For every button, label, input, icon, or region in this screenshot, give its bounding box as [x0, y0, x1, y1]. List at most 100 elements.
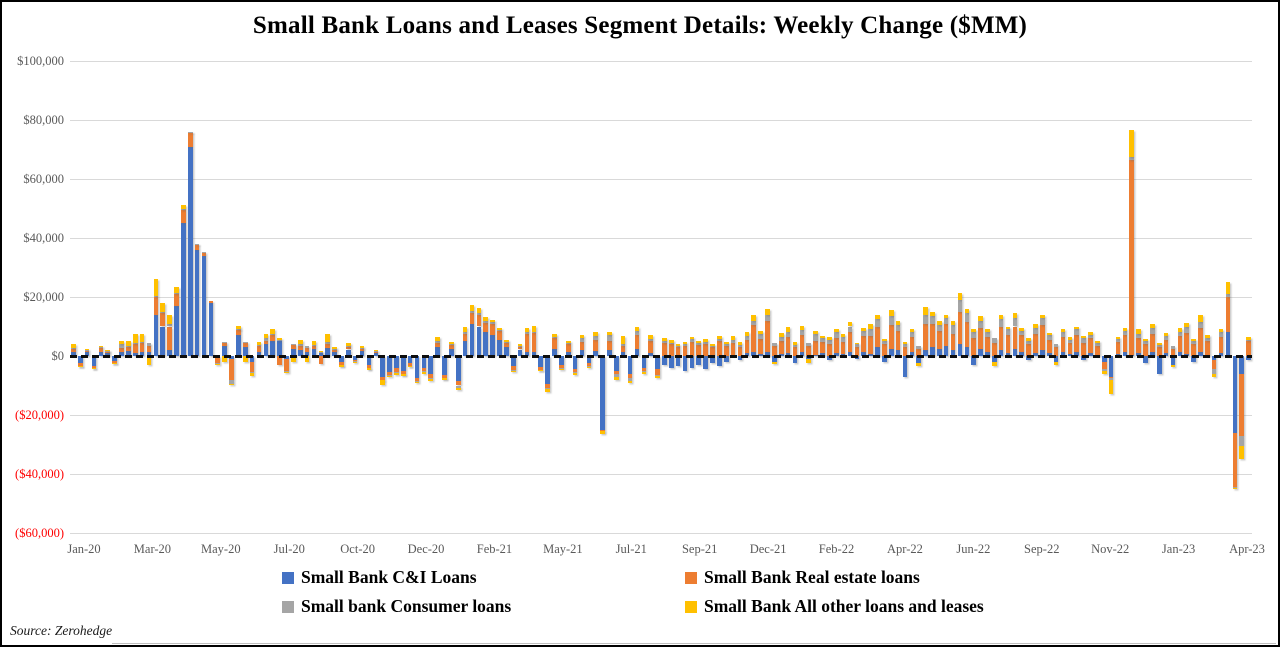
- bar-segment: [531, 325, 537, 332]
- bar-segment: [943, 323, 949, 346]
- bar-segment: [270, 335, 276, 342]
- bar-segment: [194, 249, 200, 356]
- bottom-rule: [112, 643, 1276, 644]
- gridline: [70, 532, 1252, 534]
- bar-segment: [181, 209, 186, 210]
- bar-segment: [229, 379, 234, 385]
- bar-segment: [1101, 369, 1107, 371]
- x-axis-tick-label: Dec-21: [749, 542, 787, 556]
- bar-segment: [400, 374, 406, 376]
- bar-segment: [772, 356, 777, 362]
- bar-segment: [1150, 333, 1155, 352]
- bar-column: [552, 61, 557, 533]
- bar-segment: [689, 339, 695, 342]
- bar-segment: [524, 333, 530, 352]
- bar-segment: [827, 356, 832, 361]
- bar-segment: [442, 377, 447, 379]
- bar-column: [717, 61, 722, 533]
- bar-column: [888, 61, 894, 533]
- bar-segment: [689, 356, 695, 368]
- bar-segment: [813, 330, 818, 334]
- bar-segment: [1033, 323, 1038, 328]
- bar-segment: [806, 345, 812, 356]
- bar-segment: [174, 305, 179, 356]
- legend-swatch-icon: [685, 601, 697, 613]
- bar-segment: [421, 367, 427, 372]
- bar-segment: [1184, 327, 1189, 333]
- bar-segment: [930, 347, 935, 356]
- bar-segment: [126, 347, 131, 351]
- bar-segment: [71, 349, 76, 352]
- bar-segment: [682, 341, 688, 345]
- bar-segment: [504, 341, 509, 343]
- bar-column: [497, 61, 502, 533]
- bar-segment: [971, 332, 976, 339]
- bar-segment: [112, 356, 117, 362]
- bar-segment: [1170, 348, 1176, 356]
- bar-segment: [469, 310, 475, 314]
- bar-segment: [820, 338, 825, 342]
- bar-segment: [1136, 338, 1141, 354]
- bar-segment: [146, 356, 152, 365]
- bar-segment: [483, 332, 489, 356]
- bar-segment: [792, 344, 798, 348]
- bar-column: [765, 61, 770, 533]
- bar-segment: [950, 333, 956, 351]
- bar-segment: [483, 317, 489, 322]
- bar-segment: [1060, 329, 1066, 333]
- bar-column: [1136, 61, 1141, 533]
- bar-segment: [476, 307, 482, 314]
- bar-segment: [352, 359, 358, 362]
- bar-column: [394, 61, 399, 533]
- bar-column: [1225, 61, 1231, 533]
- bar-column: [373, 61, 379, 533]
- bar-segment: [98, 351, 104, 356]
- bar-segment: [132, 342, 138, 345]
- bar-segment: [277, 338, 282, 341]
- bar-segment: [1033, 333, 1038, 354]
- bar-segment: [943, 317, 949, 324]
- bar-segment: [318, 351, 324, 353]
- bar-segment: [1115, 341, 1121, 354]
- bar-segment: [827, 339, 832, 345]
- bar-segment: [1170, 356, 1176, 365]
- bar-column: [785, 61, 791, 533]
- bar-segment: [98, 347, 104, 349]
- bar-segment: [847, 322, 853, 327]
- bar-segment: [462, 326, 468, 333]
- bar-segment: [751, 325, 757, 352]
- bar-segment: [105, 350, 111, 352]
- bar-column: [682, 61, 688, 533]
- bar-column: [1177, 61, 1183, 533]
- y-axis-tick-label: ($20,000): [15, 408, 64, 422]
- bar-segment: [717, 338, 722, 342]
- gridline: [70, 414, 1252, 416]
- bar-segment: [895, 320, 901, 326]
- bar-segment: [400, 373, 406, 375]
- bar-segment: [565, 343, 571, 345]
- bar-column: [1211, 61, 1217, 533]
- bar-segment: [600, 430, 605, 432]
- bar-column: [469, 61, 475, 533]
- bar-segment: [916, 356, 921, 364]
- bar-column: [696, 61, 702, 533]
- bar-segment: [229, 358, 234, 380]
- x-axis-tick-label: Dec-20: [407, 542, 445, 556]
- bar-segment: [1205, 337, 1210, 342]
- bar-segment: [469, 313, 475, 324]
- bar-segment: [366, 356, 372, 365]
- gridline: [70, 237, 1252, 239]
- bar-segment: [531, 333, 537, 353]
- bar-segment: [854, 342, 860, 345]
- bar-segment: [139, 352, 145, 356]
- bar-segment: [730, 339, 736, 343]
- bar-segment: [902, 341, 908, 345]
- bar-segment: [833, 332, 839, 339]
- bar-column: [1115, 61, 1121, 533]
- bar-segment: [978, 316, 983, 321]
- bar-column: [91, 61, 97, 533]
- bar-segment: [1156, 344, 1162, 348]
- x-axis-tick-label: May-20: [201, 542, 241, 556]
- bar-segment: [572, 369, 578, 373]
- bar-segment: [627, 378, 633, 382]
